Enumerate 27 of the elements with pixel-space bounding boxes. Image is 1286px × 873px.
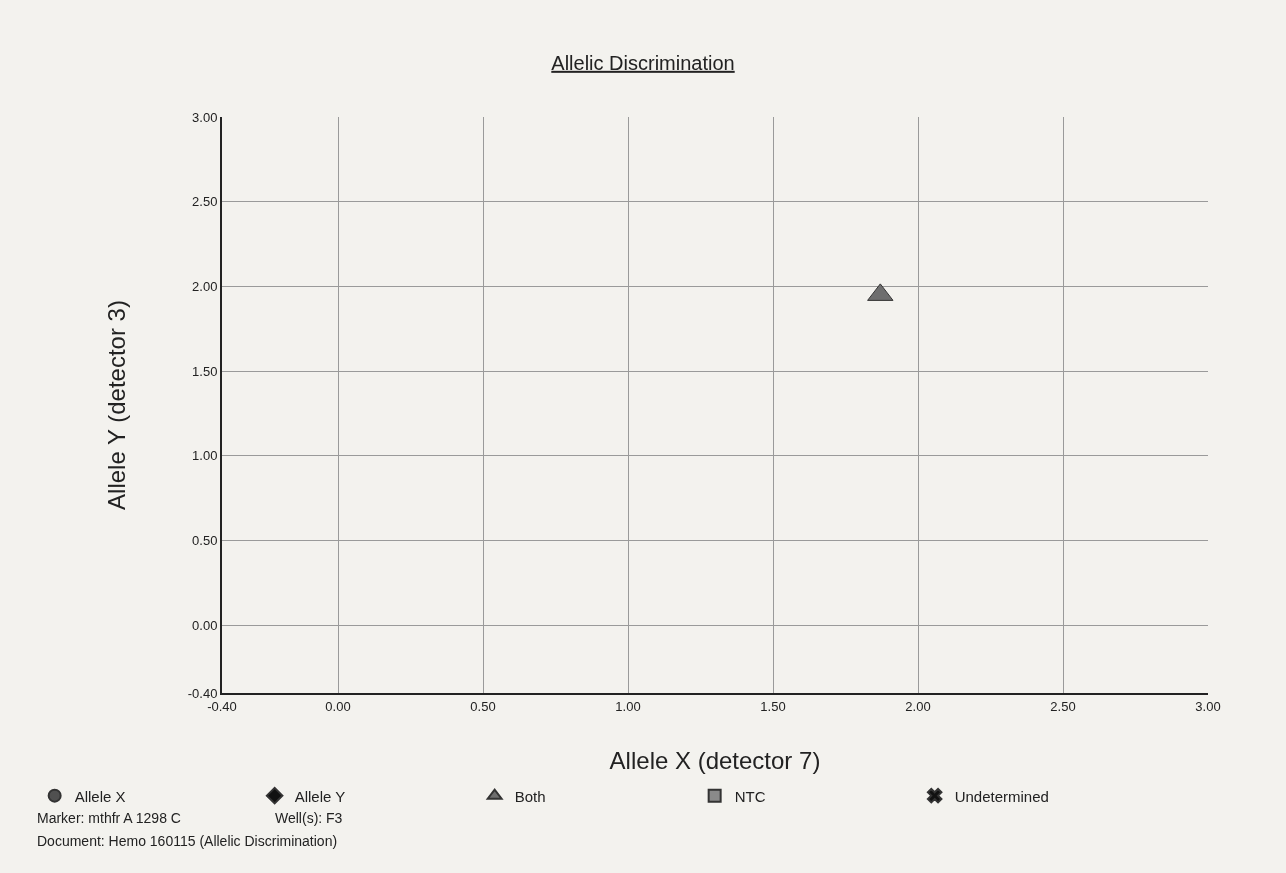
x-tick-label: 1.50: [760, 698, 786, 714]
legend-label: Both: [514, 787, 546, 805]
y-tick-label: 0.50: [192, 533, 218, 549]
x-tick-label: 2.00: [905, 698, 931, 714]
text: Marker: mthfr A 1298 C: [37, 810, 181, 826]
text: Document: Hemo 160115 (Allelic Discrimination): [37, 833, 338, 849]
y-tick-label: 3.00: [192, 109, 218, 125]
y-tick-label: 2.50: [192, 194, 218, 210]
x-tick-label: 0.00: [325, 698, 351, 714]
y-tick-label: 1.50: [192, 363, 218, 379]
text: Well(s): F3: [275, 810, 343, 826]
y-axis-title: Allele Y (detector 3): [103, 300, 131, 510]
x-tick-label: 3.00: [1195, 698, 1221, 714]
legend-label: Allele Y: [294, 787, 346, 805]
x-tick-label: 1.00: [615, 698, 641, 714]
legend-label: Allele X: [74, 787, 126, 805]
y-tick-label: -0.40: [187, 685, 218, 701]
y-tick-label: 1.00: [192, 448, 218, 464]
legend-label: NTC: [734, 787, 766, 805]
chart-title: Allelic Discrimination: [551, 51, 735, 74]
x-tick-label: 2.50: [1050, 698, 1076, 714]
x-tick-label: 0.50: [470, 698, 496, 714]
y-tick-label: 0.00: [192, 617, 218, 633]
x-tick-label: -0.40: [207, 698, 237, 714]
x-axis-title: Allele X (detector 7): [609, 747, 821, 775]
y-tick-label: 2.00: [192, 278, 218, 294]
legend-label: Undetermined: [954, 787, 1049, 805]
